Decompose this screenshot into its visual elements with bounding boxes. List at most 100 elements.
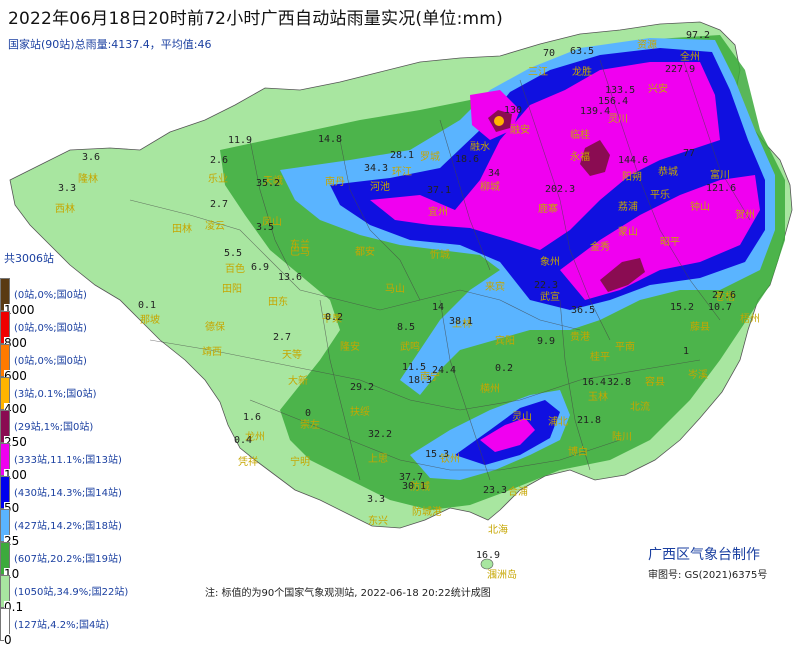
city-label: 荔浦: [618, 200, 638, 213]
city-label: 合浦: [508, 485, 528, 498]
station-value: 32.8: [607, 377, 631, 388]
station-value: 1: [683, 346, 689, 357]
city-label: 扶绥: [350, 405, 370, 418]
city-label: 苍梧: [715, 290, 735, 303]
station-value: 0: [305, 408, 311, 419]
station-value: 3.6: [82, 152, 100, 163]
city-label: 巴马: [290, 246, 310, 258]
legend-item: (0站,0%;国0站) 1000: [0, 278, 180, 316]
city-label: 三江: [528, 66, 548, 78]
station-value: 2.6: [210, 155, 228, 166]
city-label: 南丹: [325, 175, 345, 188]
rain-zone-250-400: [580, 140, 610, 176]
city-label: 浦北: [548, 415, 568, 428]
legend-item: (0站,0%;国0站) 800: [0, 311, 180, 349]
city-label: 富川: [710, 168, 730, 181]
city-label: 恭城: [658, 166, 678, 178]
station-value: 10.7: [708, 302, 732, 313]
station-value: 11.5: [402, 362, 426, 373]
station-value: 156.4: [598, 96, 628, 107]
station-value: 32.2: [368, 429, 392, 440]
station-value: 202.3: [545, 184, 575, 195]
station-value: 6.9: [251, 262, 269, 273]
city-label: 隆林: [78, 172, 98, 185]
maker-label: 广西区气象台制作: [648, 547, 760, 563]
station-value: 34: [488, 168, 500, 179]
rain-zone-250-400-east: [600, 258, 645, 292]
city-label: 蒙山: [618, 225, 638, 238]
city-label: 南宁: [420, 370, 440, 383]
city-label: 灵川: [608, 113, 628, 125]
station-value: 15.2: [670, 302, 694, 313]
city-label: 藤县: [690, 321, 710, 333]
legend-info: (427站,14.2%;国18站): [14, 521, 122, 532]
rain-zone-100-250-south: [480, 418, 535, 452]
rain-zone-100-250: [370, 62, 720, 250]
city-label: 罗城: [420, 151, 440, 163]
station-value: 133.5: [605, 85, 635, 96]
station-value: 63.5: [570, 46, 594, 57]
city-label: 平果: [322, 313, 342, 325]
station-value: 9.9: [537, 336, 555, 347]
city-label: 贵港: [570, 330, 590, 343]
station-value: 2.7: [273, 332, 291, 343]
review-number: 审图号: GS(2021)6375号: [648, 570, 768, 581]
footnote: 注: 标值的为90个国家气象观测站, 2022-06-18 20:22统计成图: [205, 588, 491, 599]
legend-info: (0站,0%;国0站): [14, 356, 87, 367]
map-title: 2022年06月18日20时前72小时广西自动站雨量实况(单位:mm): [8, 9, 503, 29]
city-label: 钦州: [440, 453, 460, 465]
weizhou-island: [480, 558, 494, 570]
legend-item: (3站,0.1%;国0站) 400: [0, 377, 180, 415]
station-value: 37.7: [399, 472, 423, 483]
station-value: 18.6: [455, 154, 479, 165]
station-value: 15.3: [425, 449, 449, 460]
legend-info: (607站,20.2%;国19站): [14, 554, 122, 565]
city-label: 平南: [615, 340, 635, 353]
legend-total: 共3006站: [4, 252, 54, 265]
station-value: 34.3: [364, 163, 388, 174]
station-value: 13.6: [278, 272, 302, 283]
station-value: 24.4: [432, 365, 456, 376]
legend-info: (0站,0%;国0站): [14, 290, 87, 301]
station-value: 97.2: [686, 30, 710, 41]
station-value: 3.3: [367, 494, 385, 505]
station-value: 23.3: [483, 485, 507, 496]
city-label: 昭平: [660, 236, 680, 248]
legend-item: (607站,20.2%;国19站) 10: [0, 542, 180, 580]
rain-zone-400-600: [494, 116, 504, 126]
station-values: 3.6 3.3 11.9 14.8 2.6 35.2 34.328.1 2.7 3.5 37.1 1…: [58, 30, 736, 561]
city-label: 靖西: [202, 345, 222, 358]
legend-info: (0站,0%;国0站): [14, 323, 87, 334]
city-label: 博白: [568, 445, 588, 458]
city-label: 大新: [288, 374, 308, 387]
station-value: 14: [432, 302, 444, 313]
city-label: 陆川: [612, 430, 632, 443]
city-label: 都安: [355, 245, 375, 258]
city-label: 忻城: [430, 248, 450, 261]
station-value: 16.9: [476, 550, 500, 561]
city-label: 融安: [510, 123, 530, 136]
station-value: 8.5: [397, 322, 415, 333]
station-value: 27.6: [712, 290, 736, 301]
city-label: 天峨: [263, 175, 283, 187]
city-label: 容县: [645, 375, 665, 388]
station-value: 0.4: [234, 435, 252, 446]
station-value: 3.3: [58, 183, 76, 194]
city-label: 田东: [268, 295, 288, 308]
city-label: 防城港: [412, 505, 442, 518]
legend-threshold: 1000: [4, 303, 35, 317]
city-label: 资源: [637, 38, 657, 51]
city-label: 宾阳: [495, 334, 515, 347]
city-label: 百色: [225, 262, 245, 275]
city-label: 德保: [205, 320, 225, 333]
city-label: 宜州: [428, 205, 448, 218]
city-label: 宁明: [290, 455, 310, 468]
legend-info: (333站,11.1%;国13站): [14, 455, 122, 466]
city-label: 隆安: [340, 340, 360, 353]
station-value: 28.1: [390, 150, 414, 161]
city-label: 涠洲岛: [487, 568, 517, 581]
city-label: 防城: [410, 480, 430, 493]
city-label: 岑溪: [688, 369, 708, 381]
city-label: 象州: [540, 256, 560, 268]
